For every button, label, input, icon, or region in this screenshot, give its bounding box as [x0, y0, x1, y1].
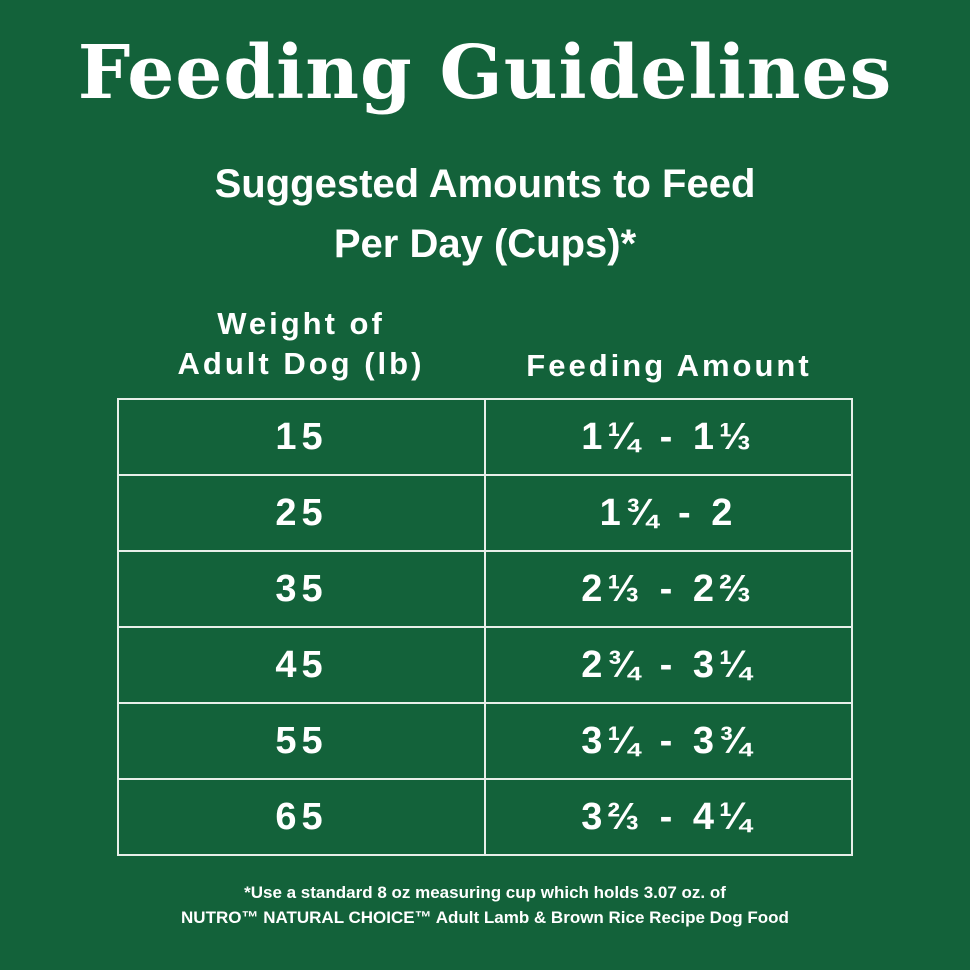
header-line: Adult Dog (lb) — [177, 346, 425, 381]
weight-cell: 35 — [117, 550, 486, 628]
subtitle: Per Day (Cups)* — [333, 222, 637, 266]
header-line: Weight of — [217, 306, 385, 341]
amount-cell: 1¾ - 2 — [484, 474, 853, 552]
footnote: NUTRO™ NATURAL CHOICE™ Adult Lamb & Brow… — [181, 908, 789, 927]
amount-cell: 2¾ - 3¼ — [484, 626, 853, 704]
amount-cell: 3¼ - 3¾ — [484, 702, 853, 780]
column-header: Weight of Adult Dog (lb) — [117, 304, 485, 384]
table-row: 35 2⅓ - 2⅔ — [117, 550, 853, 628]
amount-cell: 1¼ - 1⅓ — [484, 398, 853, 476]
footnote: *Use a standard 8 oz measuring cup which… — [244, 883, 726, 902]
table-row: 15 1¼ - 1⅓ — [117, 398, 853, 476]
table-row: 55 3¼ - 3¾ — [117, 702, 853, 780]
feeding-table: 15 1¼ - 1⅓ 25 1¾ - 2 35 2⅓ - 2⅔ 45 2¾ - 3¼ 55 3¼ … — [117, 398, 853, 856]
weight-cell: 65 — [117, 778, 486, 856]
table-row: 25 1¾ - 2 — [117, 474, 853, 552]
weight-cell: 25 — [117, 474, 486, 552]
subtitle: Suggested Amounts to Feed — [214, 162, 756, 206]
header-line: Feeding Amount — [526, 348, 812, 383]
weight-cell: 45 — [117, 626, 486, 704]
table-row: 45 2¾ - 3¼ — [117, 626, 853, 704]
title: Feeding Guidelines — [77, 30, 893, 116]
amount-cell: 2⅓ - 2⅔ — [484, 550, 853, 628]
table-row: 65 3⅔ - 4¼ — [117, 778, 853, 856]
column-header: Feeding Amount — [485, 346, 853, 386]
weight-cell: 15 — [117, 398, 486, 476]
weight-cell: 55 — [117, 702, 486, 780]
amount-cell: 3⅔ - 4¼ — [484, 778, 853, 856]
